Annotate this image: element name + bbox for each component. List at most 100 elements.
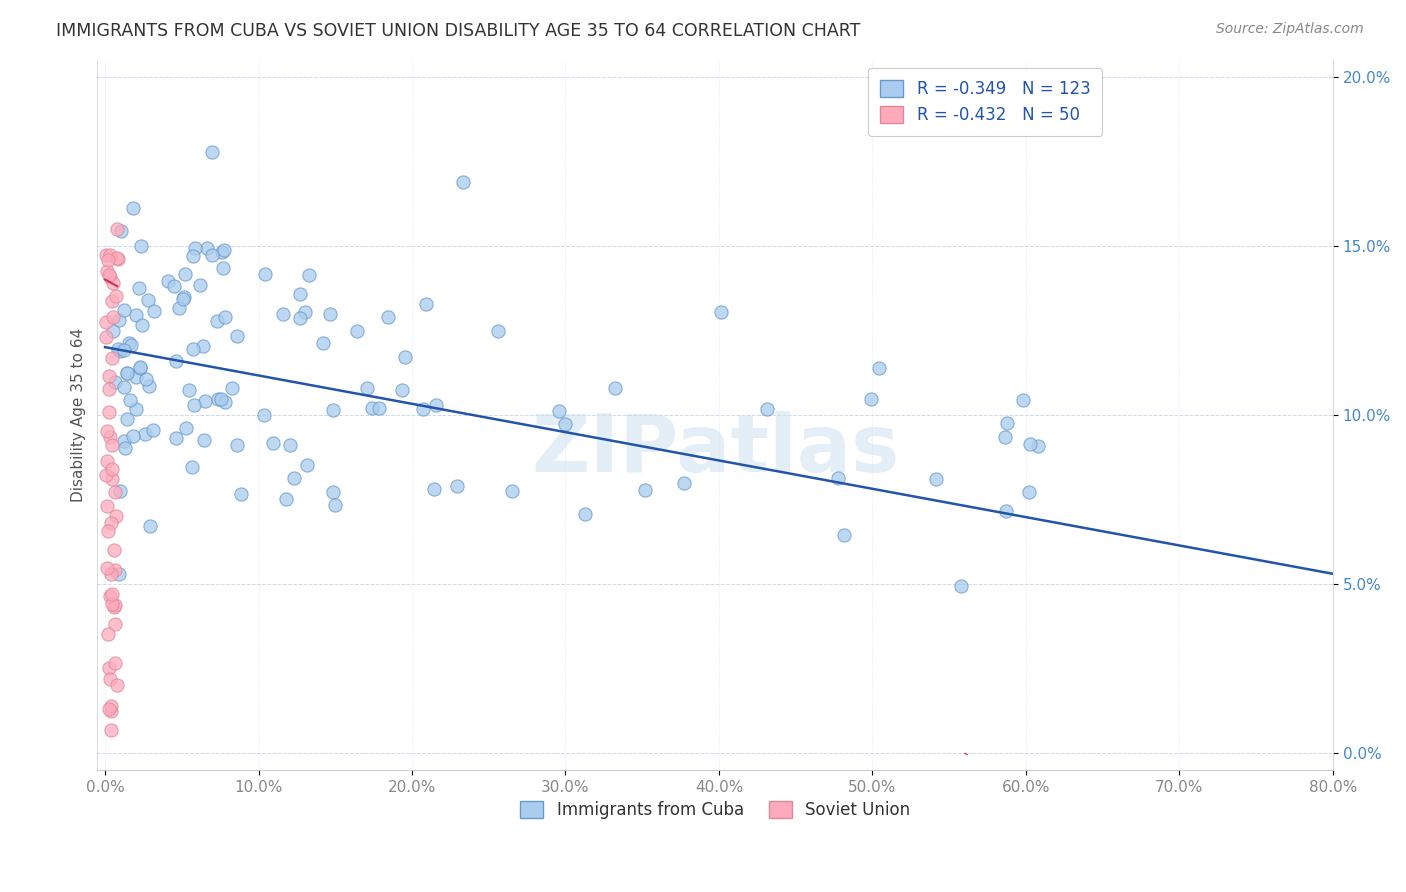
Point [486, 324, 509, 338]
Point [125, 401, 148, 416]
Point [100, 723, 122, 738]
Point [1012, 392, 1035, 407]
Point [104, 484, 127, 499]
Point [710, 304, 733, 318]
Point [173, 267, 195, 281]
Point [104, 656, 127, 670]
Point [100, 462, 122, 476]
Point [100, 516, 122, 530]
Point [105, 222, 128, 236]
Point [107, 313, 129, 327]
Point [193, 434, 215, 448]
Point [290, 287, 312, 301]
Point [827, 471, 849, 485]
Point [107, 567, 129, 582]
Text: Source: ZipAtlas.com: Source: ZipAtlas.com [1216, 22, 1364, 37]
Point [101, 294, 124, 309]
Point [995, 504, 1018, 518]
Point [101, 276, 124, 290]
Point [193, 339, 215, 353]
Point [98, 702, 121, 716]
Point [138, 379, 160, 393]
Point [134, 427, 156, 442]
Point [212, 244, 235, 258]
Point [121, 429, 143, 443]
Point [162, 279, 184, 293]
Point [1018, 437, 1040, 451]
Point [225, 438, 247, 452]
Point [278, 438, 301, 452]
Point [167, 301, 190, 316]
Point [108, 344, 131, 359]
Point [253, 408, 276, 422]
Point [142, 424, 165, 438]
Point [104, 563, 127, 577]
Point [165, 353, 187, 368]
Point [98, 430, 121, 444]
Point [104, 289, 127, 303]
Point [100, 704, 122, 718]
Point [104, 617, 127, 632]
Point [756, 402, 779, 417]
Point [177, 383, 200, 397]
Point [180, 459, 202, 474]
Point [98, 247, 121, 261]
Point [361, 401, 384, 415]
Point [181, 249, 204, 263]
Point [125, 308, 148, 322]
Point [634, 483, 657, 498]
Point [156, 274, 179, 288]
Y-axis label: Disability Age 35 to 64: Disability Age 35 to 64 [72, 327, 86, 502]
Point [319, 307, 342, 321]
Point [183, 398, 205, 412]
Point [101, 586, 124, 600]
Point [391, 383, 413, 397]
Point [356, 381, 378, 395]
Point [100, 351, 122, 365]
Point [129, 239, 152, 253]
Point [446, 478, 468, 492]
Point [201, 145, 224, 160]
Point [195, 241, 218, 255]
Point [501, 483, 523, 498]
Point [298, 268, 321, 282]
Point [422, 482, 444, 496]
Point [118, 335, 141, 350]
Point [142, 303, 165, 318]
Point [94, 330, 117, 344]
Point [184, 242, 207, 256]
Point [994, 430, 1017, 444]
Point [221, 381, 243, 395]
Point [322, 402, 344, 417]
Point [124, 370, 146, 384]
Point [103, 324, 125, 338]
Point [105, 508, 128, 523]
Point [97, 369, 120, 384]
Point [295, 458, 318, 472]
Point [107, 252, 129, 267]
Point [194, 394, 217, 409]
Point [103, 543, 125, 558]
Point [96, 248, 118, 262]
Point [96, 467, 118, 482]
Point [112, 343, 135, 357]
Point [96, 425, 118, 439]
Point [181, 342, 204, 356]
Point [283, 470, 305, 484]
Point [135, 372, 157, 386]
Point [96, 499, 118, 513]
Point [115, 366, 138, 380]
Point [165, 431, 187, 445]
Point [120, 393, 142, 408]
Point [346, 324, 368, 338]
Point [128, 281, 150, 295]
Point [97, 626, 120, 640]
Point [107, 251, 129, 265]
Point [603, 381, 626, 395]
Point [96, 561, 118, 575]
Point [98, 268, 121, 282]
Point [110, 224, 132, 238]
Point [103, 599, 125, 614]
Point [949, 579, 972, 593]
Point [98, 672, 121, 686]
